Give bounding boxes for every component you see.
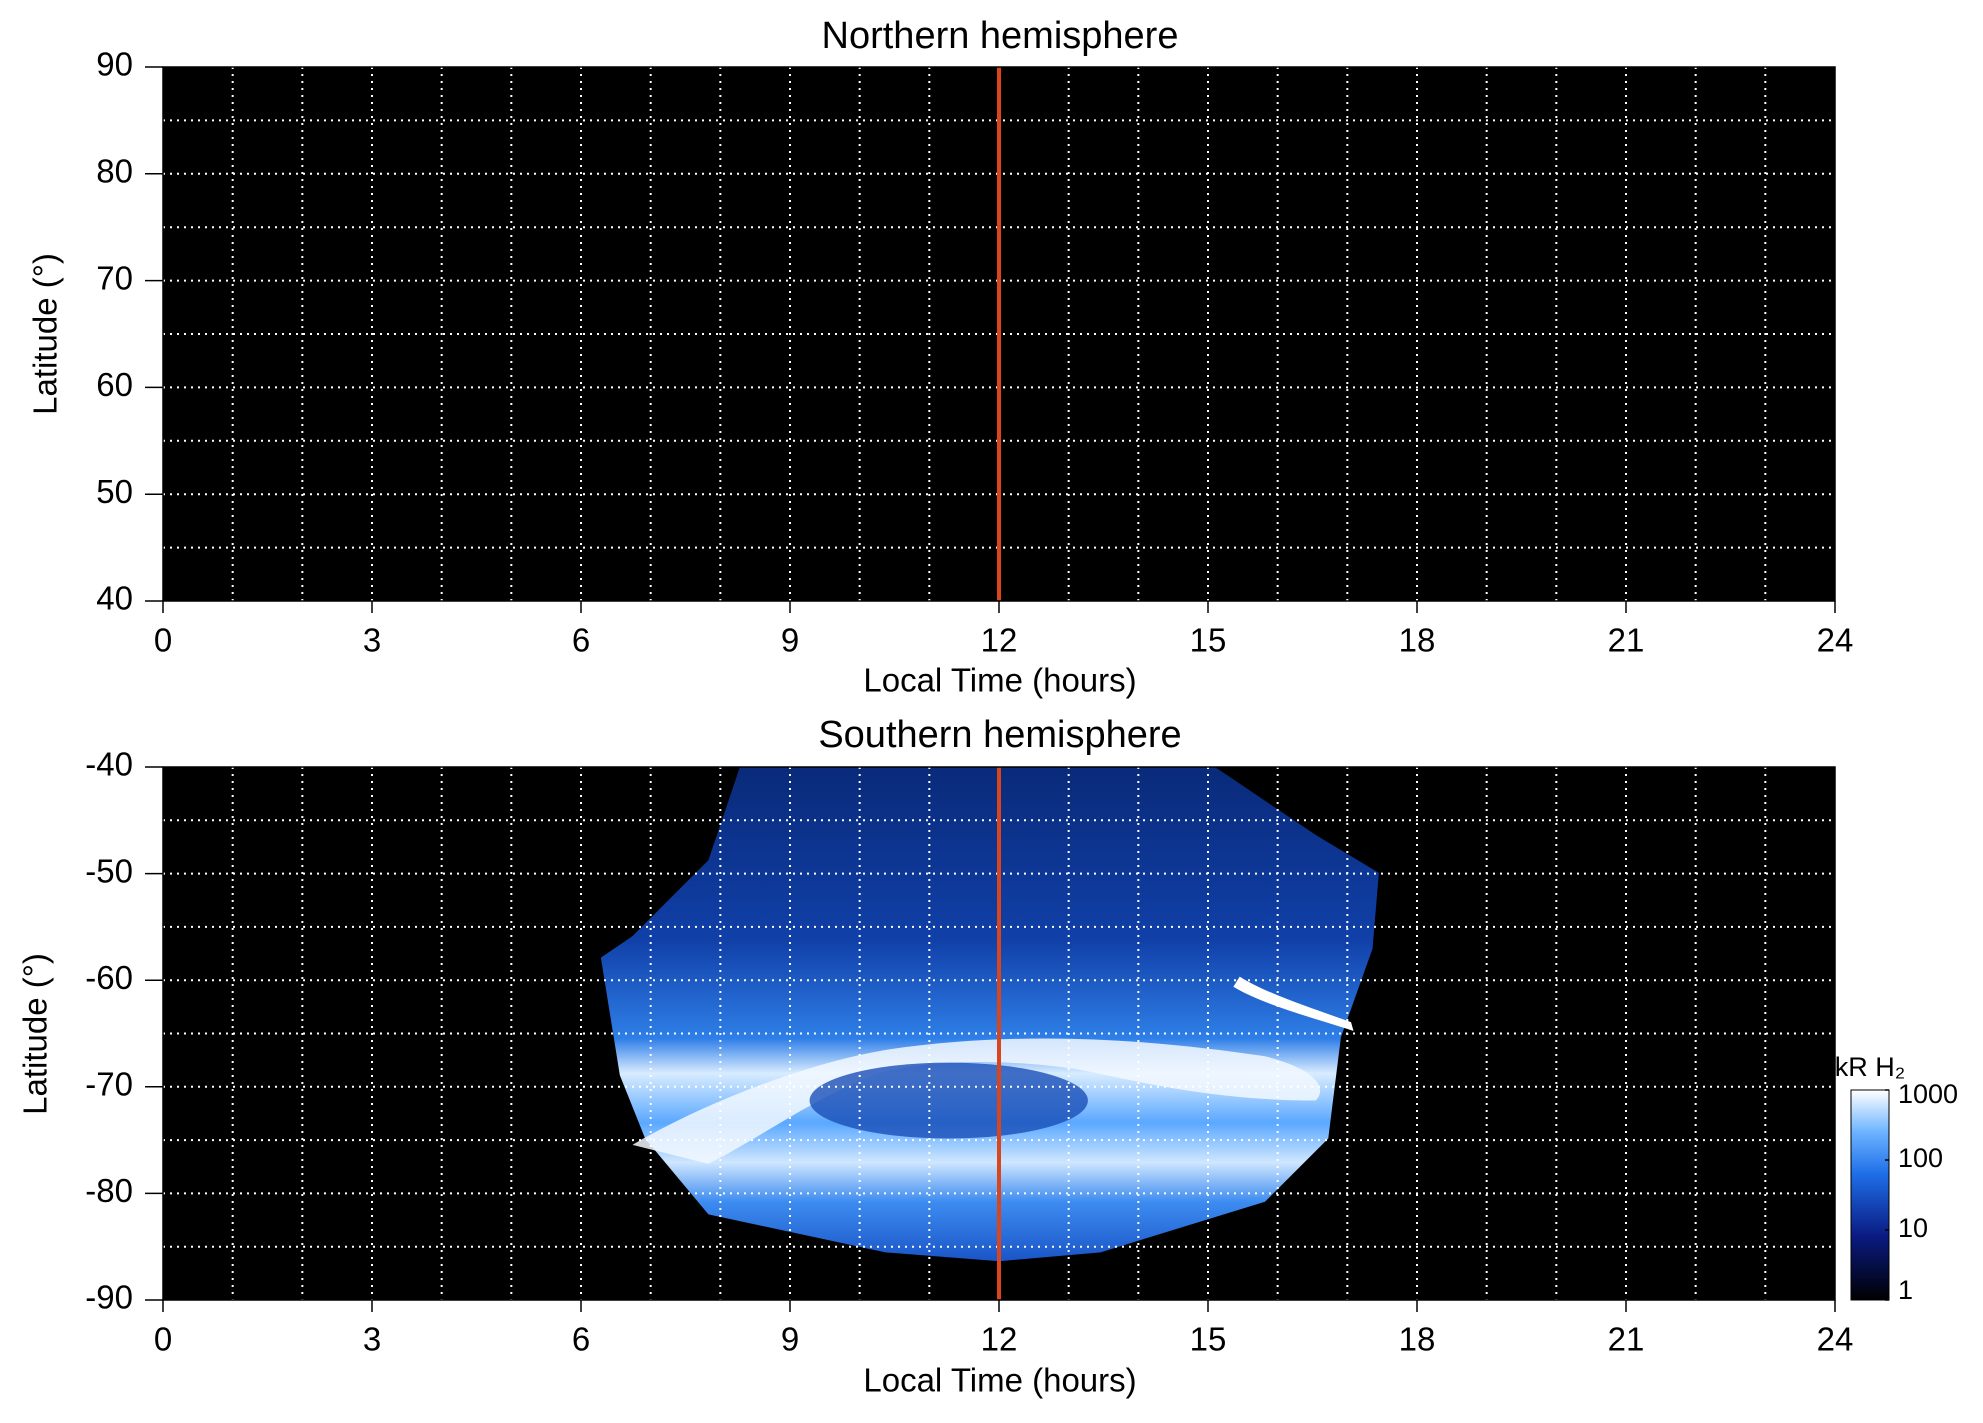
colorbar-label: kR H₂: [1835, 1052, 1905, 1082]
x-axis-label: Local Time (hours): [863, 662, 1136, 699]
x-tick-label: 0: [154, 622, 172, 659]
x-tick-label: 21: [1608, 622, 1645, 659]
colorbar-tick-label: 1: [1898, 1275, 1913, 1305]
x-axis-label: Local Time (hours): [863, 1362, 1136, 1399]
chart-title: Northern hemisphere: [822, 15, 1179, 57]
x-tick-label: 3: [363, 622, 381, 659]
y-tick-label: 50: [96, 473, 133, 510]
colorbar-tick-label: 100: [1898, 1143, 1943, 1173]
colorbar-tick-label: 1000: [1898, 1079, 1958, 1109]
y-tick-label: -90: [85, 1279, 133, 1316]
chart-title: Southern hemisphere: [818, 714, 1181, 756]
x-tick-label: 12: [981, 622, 1018, 659]
x-tick-label: 21: [1608, 1321, 1645, 1358]
y-axis-label: Latitude (°): [17, 953, 54, 1115]
x-tick-label: 18: [1399, 1321, 1436, 1358]
x-tick-label: 18: [1399, 622, 1436, 659]
x-tick-label: 3: [363, 1321, 381, 1358]
colorbar-tick-label: 10: [1898, 1213, 1928, 1243]
x-tick-label: 0: [154, 1321, 172, 1358]
y-tick-label: -50: [85, 852, 133, 889]
y-tick-label: -40: [85, 746, 133, 783]
x-tick-label: 24: [1817, 1321, 1854, 1358]
y-tick-label: -80: [85, 1172, 133, 1209]
x-tick-label: 6: [572, 1321, 590, 1358]
y-tick-label: -70: [85, 1066, 133, 1103]
x-tick-label: 6: [572, 622, 590, 659]
y-tick-label: 80: [96, 153, 133, 190]
y-tick-label: 70: [96, 259, 133, 296]
y-tick-label: 60: [96, 366, 133, 403]
x-tick-label: 9: [781, 622, 799, 659]
x-tick-label: 24: [1817, 622, 1854, 659]
y-axis-label: Latitude (°): [27, 253, 64, 415]
colorbar: [1850, 1089, 1890, 1301]
x-tick-label: 15: [1190, 622, 1227, 659]
y-tick-label: 90: [96, 46, 133, 83]
y-tick-label: -60: [85, 959, 133, 996]
x-tick-label: 12: [981, 1321, 1018, 1358]
x-tick-label: 15: [1190, 1321, 1227, 1358]
x-tick-label: 9: [781, 1321, 799, 1358]
y-tick-label: 40: [96, 580, 133, 617]
emission-image: [600, 766, 1379, 1262]
